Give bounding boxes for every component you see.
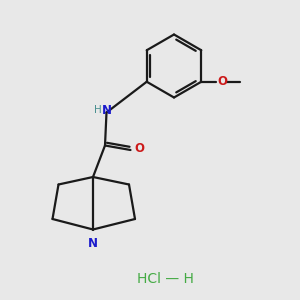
Text: H: H <box>94 105 102 115</box>
Text: N: N <box>102 104 112 118</box>
Text: HCl — H: HCl — H <box>136 272 194 286</box>
Text: N: N <box>88 237 98 250</box>
Text: O: O <box>134 142 144 155</box>
Text: O: O <box>218 75 228 88</box>
